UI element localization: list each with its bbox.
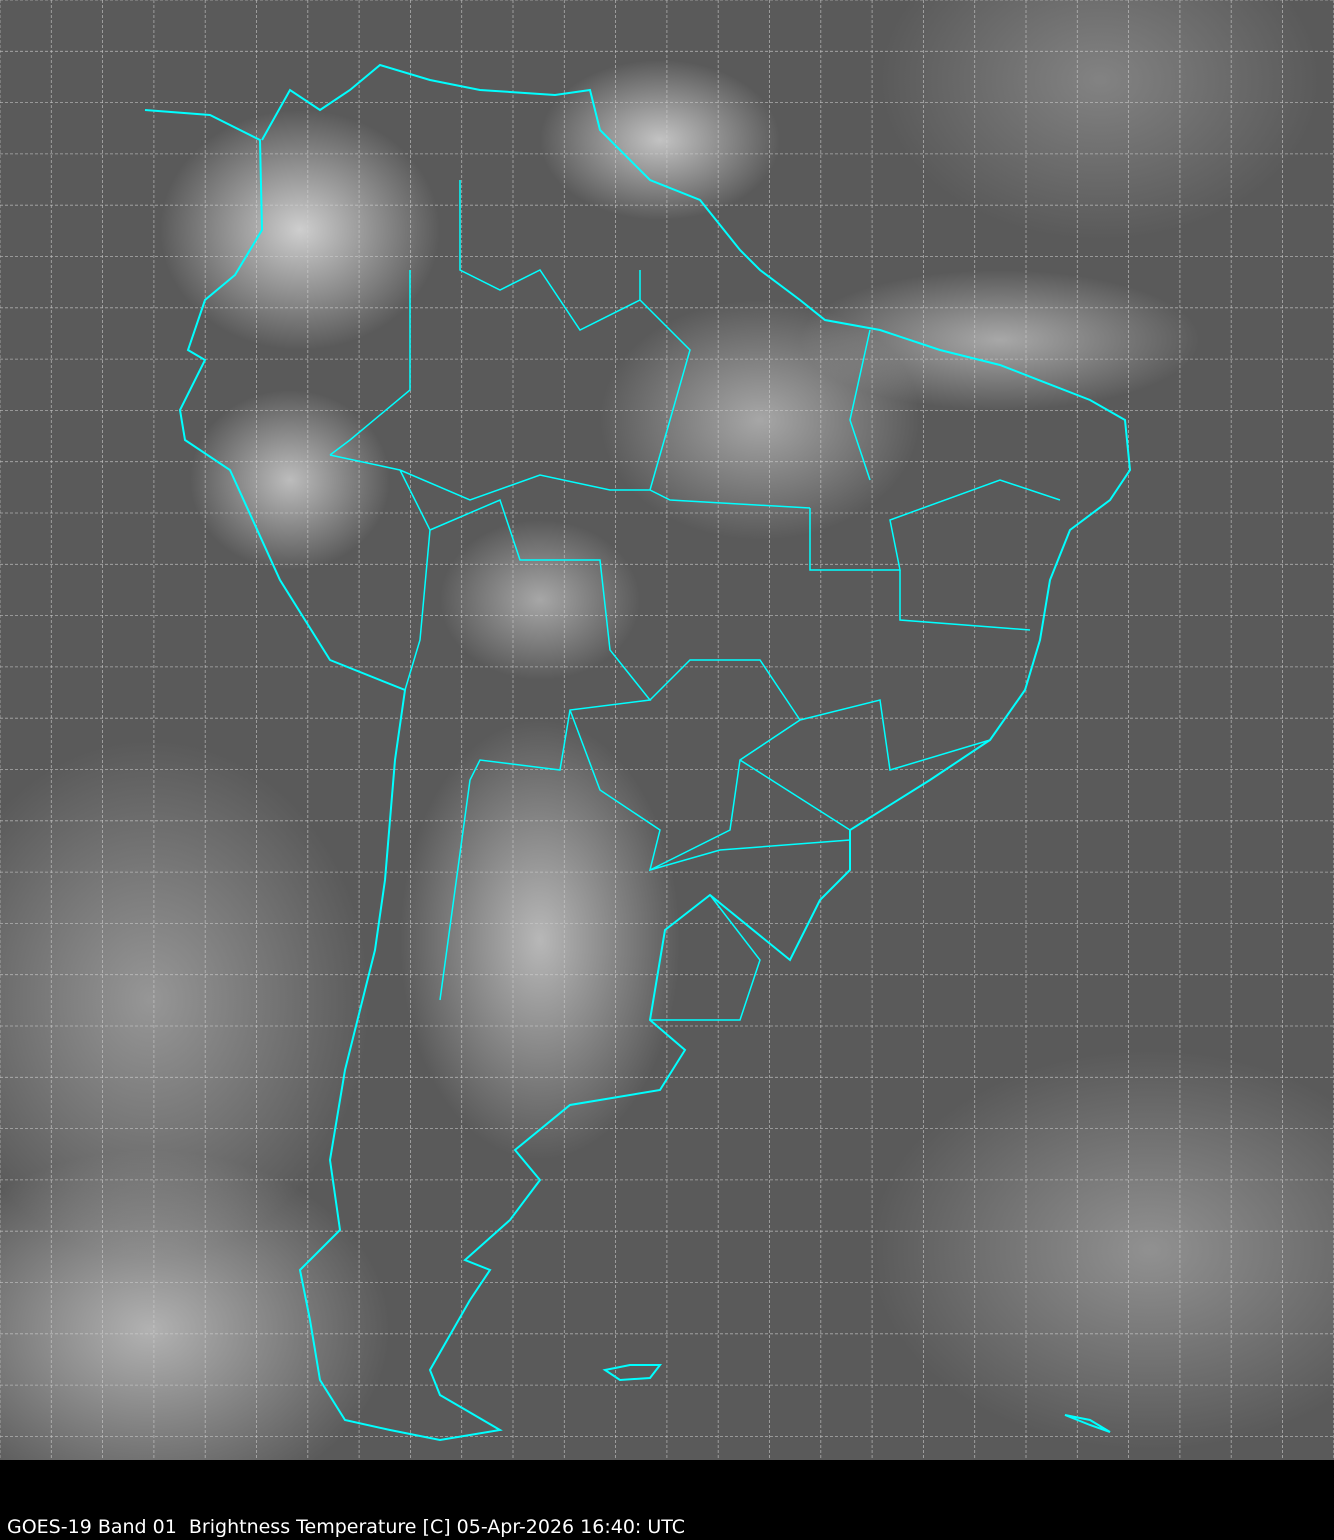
country-borders (329, 180, 1061, 1021)
map-overlay (0, 0, 1334, 1460)
falkland-islands (602, 1364, 663, 1382)
south-georgia (1064, 1414, 1111, 1433)
satellite-image (0, 0, 1334, 1460)
south-america-coastline (144, 63, 1132, 1442)
satellite-caption: GOES-19 Band 01 Brightness Temperature [… (7, 1516, 686, 1538)
lat-lon-grid (0, 0, 1334, 1460)
